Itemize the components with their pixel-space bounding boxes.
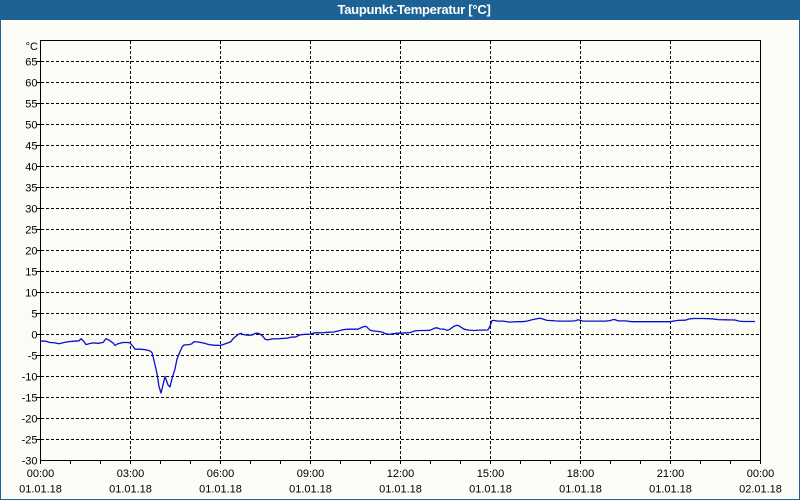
svg-text:-20: -20 [22, 413, 38, 425]
svg-text:°C: °C [26, 41, 38, 53]
svg-text:5: 5 [31, 308, 37, 320]
svg-text:09:00: 09:00 [297, 468, 325, 480]
svg-text:18:00: 18:00 [567, 468, 595, 480]
svg-text:45: 45 [25, 140, 37, 152]
svg-text:-30: -30 [22, 455, 38, 467]
svg-text:01.01.18: 01.01.18 [199, 484, 242, 496]
svg-text:-10: -10 [22, 371, 38, 383]
svg-text:02.01.18: 02.01.18 [739, 484, 782, 496]
svg-text:15:00: 15:00 [477, 468, 505, 480]
svg-text:01.01.18: 01.01.18 [19, 484, 62, 496]
svg-text:01.01.18: 01.01.18 [559, 484, 602, 496]
svg-text:60: 60 [25, 77, 37, 89]
svg-text:30: 30 [25, 203, 37, 215]
svg-text:06:00: 06:00 [207, 468, 235, 480]
svg-text:01.01.18: 01.01.18 [109, 484, 152, 496]
svg-text:01.01.18: 01.01.18 [469, 484, 512, 496]
svg-text:10: 10 [25, 287, 37, 299]
svg-text:-15: -15 [22, 392, 38, 404]
svg-text:03:00: 03:00 [117, 468, 145, 480]
svg-text:0: 0 [31, 329, 37, 341]
svg-text:01.01.18: 01.01.18 [649, 484, 692, 496]
svg-text:50: 50 [25, 119, 37, 131]
svg-text:40: 40 [25, 161, 37, 173]
svg-text:35: 35 [25, 182, 37, 194]
svg-text:00:00: 00:00 [27, 468, 55, 480]
svg-text:-25: -25 [22, 434, 38, 446]
svg-text:21:00: 21:00 [657, 468, 685, 480]
svg-text:20: 20 [25, 245, 37, 257]
svg-text:15: 15 [25, 266, 37, 278]
svg-text:55: 55 [25, 98, 37, 110]
svg-text:-5: -5 [28, 350, 38, 362]
svg-text:00:00: 00:00 [747, 468, 775, 480]
svg-text:01.01.18: 01.01.18 [379, 484, 422, 496]
svg-text:25: 25 [25, 224, 37, 236]
svg-text:12:00: 12:00 [387, 468, 415, 480]
svg-text:01.01.18: 01.01.18 [289, 484, 332, 496]
svg-text:65: 65 [25, 56, 37, 68]
